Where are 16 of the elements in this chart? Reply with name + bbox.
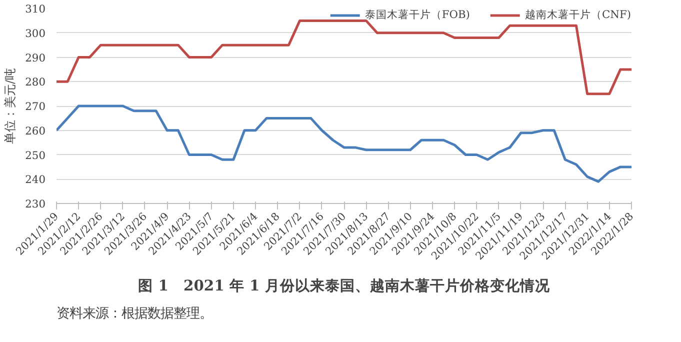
y-axis-title: 单位：美元/吨: [3, 68, 18, 144]
text: 图 1 2021 年 1 月份以来泰国、越南木薯干片价格变化情况: [138, 276, 551, 294]
legend-label: 泰国木薯干片（FOB): [364, 8, 470, 22]
y-tick-label: 300: [25, 26, 46, 40]
y-tick-label: 310: [25, 2, 46, 16]
y-tick-label: 240: [25, 173, 46, 186]
text: 资料来源：根据数据整理。: [56, 306, 212, 322]
y-tick-label: 260: [25, 124, 46, 138]
y-tick-label: 270: [25, 100, 46, 113]
line-series: [56, 104, 632, 183]
y-tick-label: 290: [25, 51, 46, 64]
line-series: [56, 19, 632, 96]
legend-label: 越南木薯干片（CNF): [524, 8, 631, 22]
y-tick-label: 230: [25, 198, 46, 210]
y-tick-label: 280: [25, 76, 46, 89]
y-tick-label: 250: [25, 148, 46, 162]
